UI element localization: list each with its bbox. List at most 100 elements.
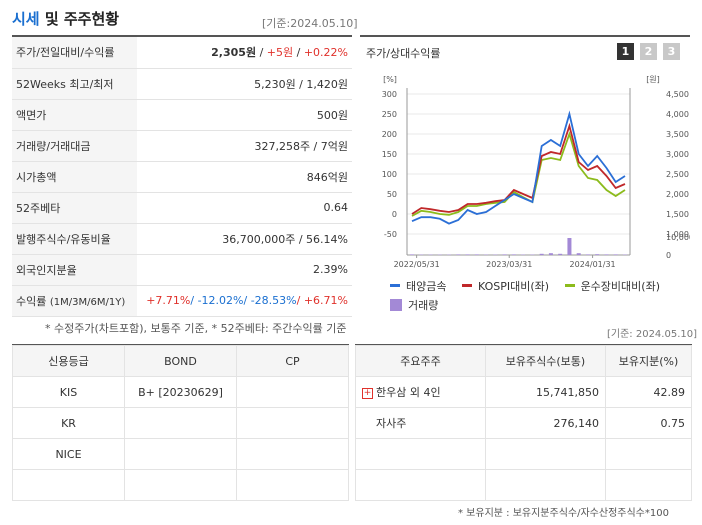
cp-cell: [236, 438, 349, 470]
table-row: 주가/전일대비/수익률 2,305원 / +5원 / +0.22%: [12, 37, 352, 69]
table-header-row: 신용등급 BOND CP: [12, 345, 349, 377]
right-tick-label: 4,500: [666, 90, 689, 99]
table-row: KIS B+ [20230629]: [12, 376, 349, 408]
divider: [360, 35, 690, 37]
table-row: 자사주 276,140 0.75: [355, 407, 692, 439]
chart-tab-1[interactable]: 1: [617, 43, 634, 60]
series-line: [411, 131, 626, 217]
price-value: 2,305원 / +5원 / +0.22%: [137, 37, 352, 69]
volume-value: 327,258주 / 7억원: [137, 130, 352, 162]
volume-bar: [613, 254, 618, 255]
volume-bar: [595, 254, 600, 255]
table-row: [355, 438, 692, 470]
section-title: 시세 및 주주현황: [12, 8, 352, 36]
shares-cell: 276,140: [485, 407, 606, 439]
pct-cell: 0.75: [605, 407, 692, 439]
legend-box: [390, 298, 402, 311]
agency-cell: KIS: [12, 376, 125, 408]
volume-bar: [502, 254, 507, 255]
left-tick-label: 300: [382, 90, 397, 99]
volume-bar: [410, 254, 414, 255]
price-chart: [%] [원] 300 250 200 150 100 50 0 -50 4,500 4,000 3,5…: [382, 75, 690, 269]
shares-label: 발행주식수/유동비율: [12, 223, 137, 255]
legend-item-kospi: KOSPI대비(좌): [461, 278, 549, 294]
quote-table: 주가/전일대비/수익률 2,305원 / +5원 / +0.22% 52Week…: [12, 37, 352, 317]
foreign-label: 외국인지분율: [12, 254, 137, 286]
pct-cell: [605, 469, 692, 501]
table-row: 52주베타 0.64: [12, 192, 352, 224]
col-rating: 신용등급: [12, 345, 125, 377]
right-tick-label: 2,500: [666, 170, 689, 179]
volume-bar: [558, 253, 563, 255]
right-tick-label: 3,000: [666, 150, 689, 159]
col-bond: BOND: [124, 345, 237, 377]
left-tick-label: -50: [384, 230, 397, 239]
series-line: [411, 110, 626, 225]
volume-tick-label: 10,000,000: [666, 233, 690, 242]
right-tick-label: 3,500: [666, 130, 689, 139]
legend-swatch: [461, 284, 472, 287]
chart-tabs: 1 2 3: [617, 43, 680, 60]
legend-swatch: [564, 284, 575, 287]
holder-name-cell: [355, 438, 486, 470]
left-tick-label: 100: [382, 170, 397, 179]
table-row: 외국인지분율 2.39%: [12, 254, 352, 286]
price-label: 주가/전일대비/수익률: [12, 37, 137, 69]
left-tick-label: 150: [382, 150, 397, 159]
table-row: NICE: [12, 438, 349, 470]
holder-name-cell: 자사주: [355, 407, 486, 439]
bond-cell: [124, 469, 237, 501]
x-tick-label: 2022/05/31: [394, 260, 440, 269]
shares-cell: [485, 438, 606, 470]
volume-bar: [604, 254, 609, 255]
volume-label: 거래량/거래대금: [12, 130, 137, 162]
col-cp: CP: [236, 345, 349, 377]
title-highlight: 시세: [12, 10, 40, 28]
bond-cell: [124, 407, 237, 439]
mcap-label: 시가총액: [12, 161, 137, 193]
holder-name-cell: [355, 469, 486, 501]
volume-bar: [576, 253, 581, 255]
left-tick-label: 200: [382, 130, 397, 139]
mcap-value: 846억원: [137, 161, 352, 193]
cp-cell: [236, 407, 349, 439]
chart-tab-3[interactable]: 3: [663, 43, 680, 60]
volume-tick-label: 0: [666, 251, 671, 260]
chart-tab-2[interactable]: 2: [640, 43, 657, 60]
shares-cell: [485, 469, 606, 501]
left-tick-label: 50: [387, 190, 397, 199]
credit-table: 신용등급 BOND CP KIS B+ [20230629] KR NICE: [12, 345, 349, 501]
volume-bar: [456, 254, 461, 255]
table-row: 액면가 500원: [12, 99, 352, 131]
beta-value: 0.64: [137, 192, 352, 224]
shares-cell: 15,741,850: [485, 376, 606, 408]
series-line: [411, 122, 626, 215]
x-tick-label: 2024/01/31: [570, 260, 616, 269]
left-tick-label: 250: [382, 110, 397, 119]
foreign-value: 2.39%: [137, 254, 352, 286]
col-holder: 주요주주: [355, 345, 486, 377]
pct-cell: [605, 438, 692, 470]
quote-footnote: * 수정주가(차트포함), 보통주 기준, * 52주베타: 주간수익률 기준: [45, 322, 347, 335]
par-value: 500원: [137, 99, 352, 131]
bond-cell: [124, 438, 237, 470]
table-row: 거래량/거래대금 327,258주 / 7억원: [12, 130, 352, 162]
beta-label: 52주베타: [12, 192, 137, 224]
return-value: +7.71%/ -12.02%/ -28.53%/ +6.71%: [137, 285, 352, 317]
agency-cell: NICE: [12, 438, 125, 470]
expand-plus-icon[interactable]: +: [362, 387, 373, 399]
shares-value: 36,700,000주 / 56.14%: [137, 223, 352, 255]
left-axis-unit: [%]: [383, 75, 397, 84]
holder-name-cell[interactable]: + 한우삼 외 4인: [355, 376, 486, 408]
title-rest: 및 주주현황: [39, 10, 120, 28]
volume-bar: [567, 238, 572, 255]
table-row: [355, 469, 692, 501]
table-row: [12, 469, 349, 501]
table-row: + 한우삼 외 4인 15,741,850 42.89: [355, 376, 692, 408]
as-of-date: [기준:2024.05.10]: [262, 17, 358, 30]
legend-item-transport: 운수장비대비(좌): [564, 278, 660, 294]
divider: [12, 35, 352, 37]
table-row: 발행주식수/유동비율 36,700,000주 / 56.14%: [12, 223, 352, 255]
pct-cell: 42.89: [605, 376, 692, 408]
chart-panel: 주가/상대수익률 1 2 3 [%] [원] 300 250 200 150 100 50 0 -…: [360, 37, 690, 313]
